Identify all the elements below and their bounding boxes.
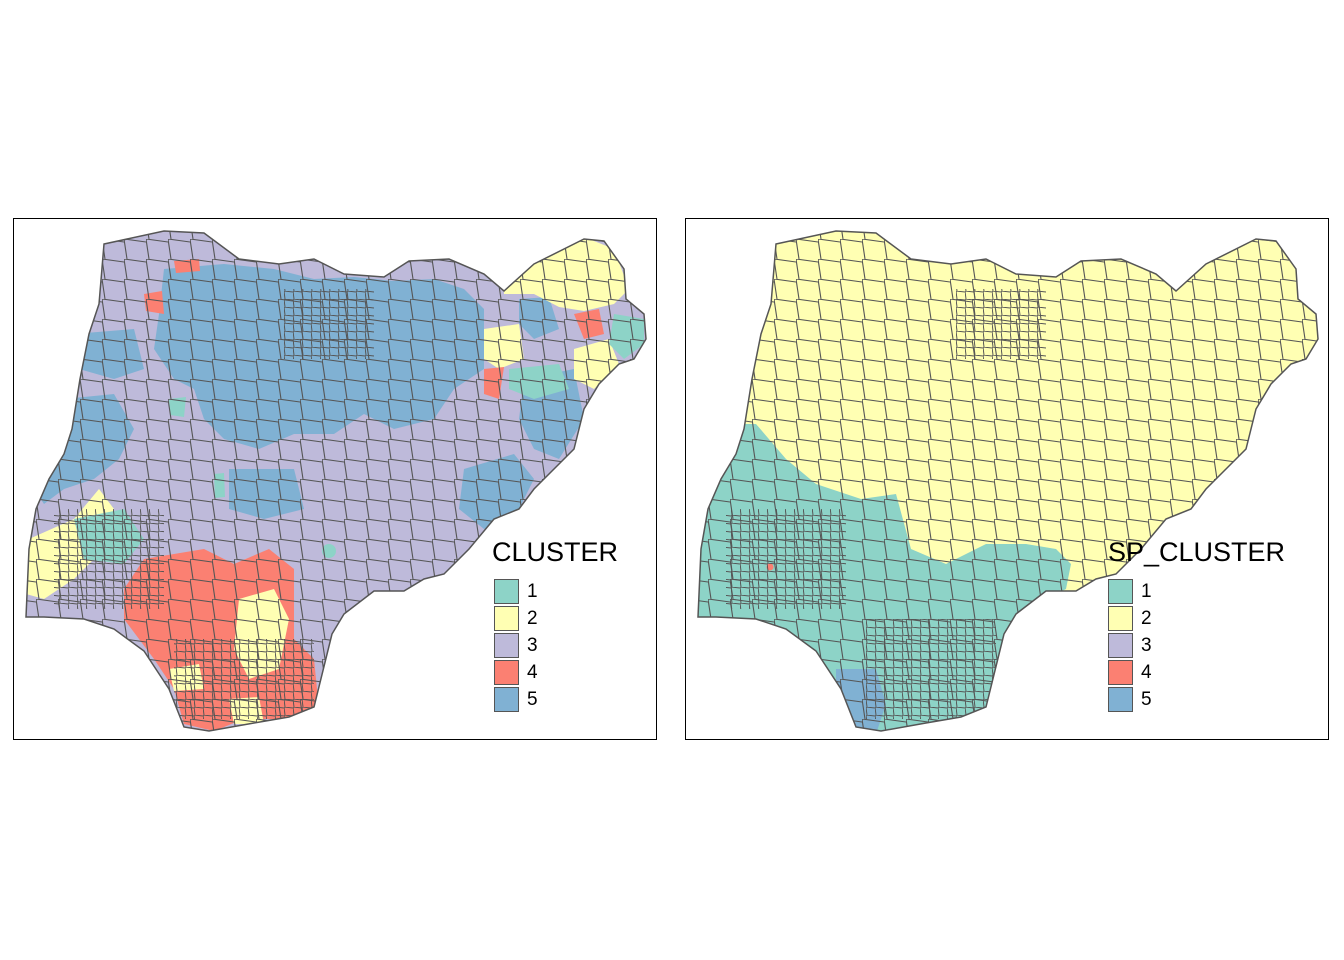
- legend-label: 5: [527, 688, 538, 710]
- country-outline: [697, 230, 1319, 732]
- district-boundaries-dense: [174, 639, 314, 719]
- legend-swatch: [1108, 660, 1133, 685]
- legend-label: 4: [1141, 661, 1152, 683]
- legend-swatch: [494, 633, 519, 658]
- legend-label: 4: [527, 661, 538, 683]
- cluster-map: [25, 230, 647, 732]
- legend: CLUSTER 1 2 3 4 5: [492, 537, 618, 713]
- district-boundaries-dense: [726, 509, 846, 609]
- district-boundaries-dense: [54, 509, 164, 609]
- legend-label: 3: [1141, 634, 1152, 656]
- legend-title: CLUSTER: [492, 537, 619, 567]
- legend: SP_CLUSTER 1 2 3 4 5: [1108, 537, 1285, 713]
- district-boundaries-dense: [866, 619, 996, 719]
- district-boundaries-dense: [956, 289, 1046, 359]
- legend-swatch: [1108, 606, 1133, 631]
- district-boundaries-dense: [284, 289, 374, 359]
- legend-item: 2: [494, 605, 618, 632]
- legend-label: 1: [1141, 580, 1152, 602]
- sp-cluster-map-panel: SP_CLUSTER 1 2 3 4 5: [685, 218, 1329, 740]
- legend-label: 2: [1141, 607, 1152, 629]
- legend-item: 5: [494, 686, 618, 713]
- legend-label: 5: [1141, 688, 1152, 710]
- legend-item: 3: [1108, 632, 1285, 659]
- legend-item: 1: [1108, 578, 1285, 605]
- legend-swatch: [494, 579, 519, 604]
- legend-swatch: [494, 606, 519, 631]
- legend-label: 3: [527, 634, 538, 656]
- legend-title: SP_CLUSTER: [1108, 537, 1286, 567]
- legend-swatch: [1108, 687, 1133, 712]
- legend-item: 2: [1108, 605, 1285, 632]
- legend-label: 2: [527, 607, 538, 629]
- cluster-map-panel: CLUSTER 1 2 3 4 5: [13, 218, 657, 740]
- legend-item: 1: [494, 578, 618, 605]
- legend-swatch: [1108, 633, 1133, 658]
- legend-item: 3: [494, 632, 618, 659]
- legend-swatch: [1108, 579, 1133, 604]
- country-outline: [25, 230, 647, 732]
- legend-item: 4: [1108, 659, 1285, 686]
- legend-swatch: [494, 687, 519, 712]
- legend-label: 1: [527, 580, 538, 602]
- sp-cluster-map: [697, 230, 1319, 732]
- legend-item: 5: [1108, 686, 1285, 713]
- legend-swatch: [494, 660, 519, 685]
- legend-item: 4: [494, 659, 618, 686]
